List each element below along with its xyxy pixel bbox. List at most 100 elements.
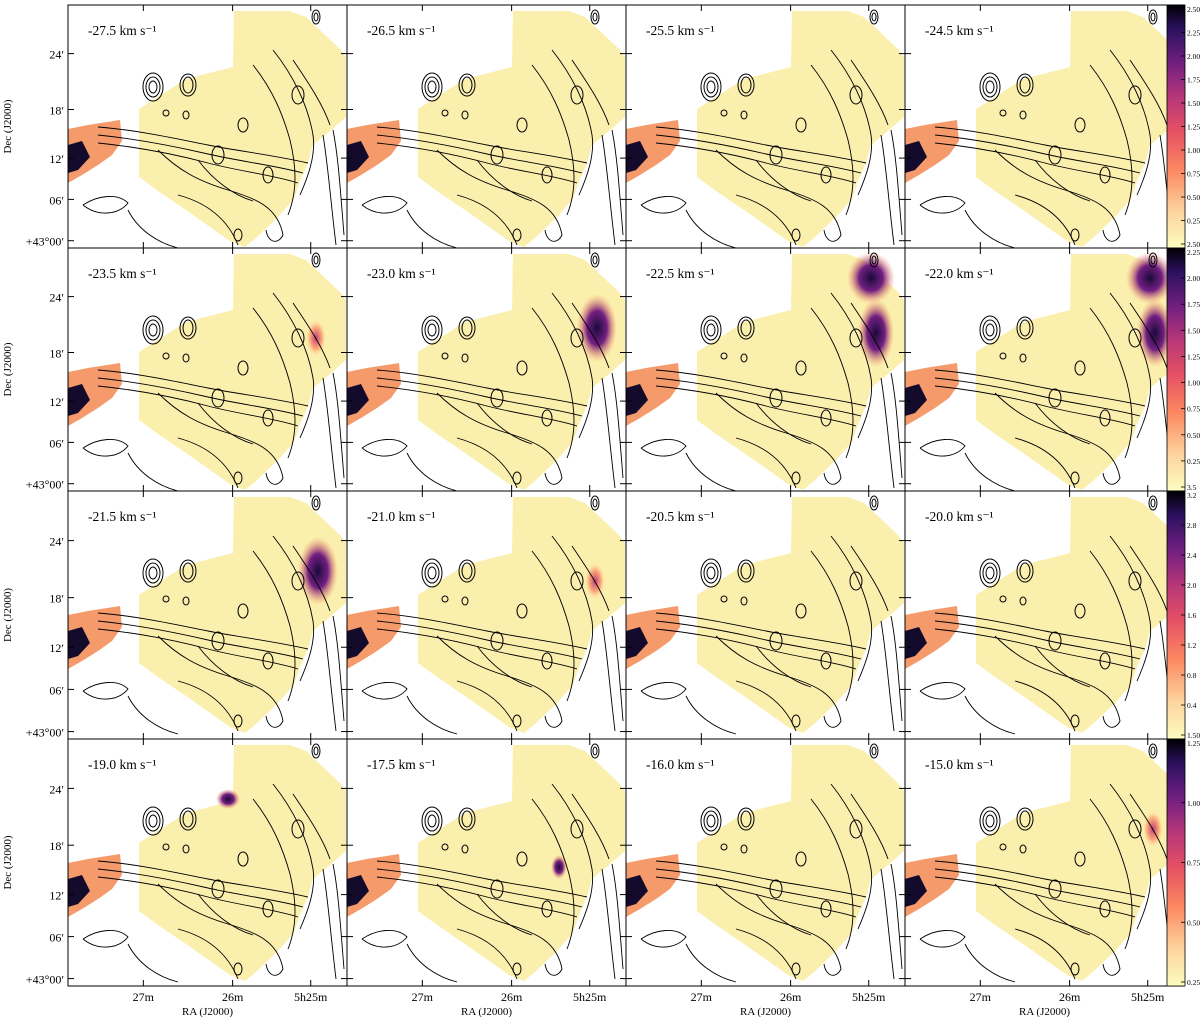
y-tick-label: 06′ [49,931,64,945]
contour-ring [795,360,807,376]
contour-ring [458,316,476,340]
contour-line [934,620,1141,660]
velocity-label: -25.5 km s⁻¹ [646,23,715,38]
y-tick-label: +43°00′ [26,726,65,740]
contour-line [332,372,345,479]
channel-panel: -17.5 km s⁻¹ [346,738,627,987]
contour-line [476,645,533,688]
contour-ring [769,388,783,408]
contour-ring [849,328,863,348]
contour-line [715,635,842,728]
contour-ring [703,319,719,341]
contour-ring [740,844,748,854]
contour-line [934,142,1136,184]
contour-line [157,635,284,728]
contour-line [934,377,1141,417]
emission-peak [551,855,567,879]
contour-line [934,628,1136,670]
contour-ring [871,498,877,508]
contour-line [755,645,812,688]
contour-ring [458,73,476,97]
colorbar-tick-label: 2.25 [1187,29,1200,38]
y-tick-label: 18′ [49,839,64,853]
contour-ring [570,819,584,839]
contour-line [476,402,533,445]
contour-ring [740,76,752,94]
contour-ring [461,596,469,606]
edge-dark-clump [68,627,90,659]
contour-line [685,943,737,983]
contour-ring [740,810,752,828]
colorbar-tick-label: 0.25 [1187,457,1200,466]
contour-ring [541,409,553,427]
contour-line [755,893,812,936]
velocity-label: -19.0 km s⁻¹ [88,757,157,772]
contour-ring [795,603,807,619]
contour-line [964,943,1016,983]
contour-ring [424,810,440,832]
velocity-label: -21.5 km s⁻¹ [88,509,157,524]
emission-peak [847,252,895,304]
contour-ring [590,9,600,25]
contour-line [551,49,594,196]
contour-ring [720,352,728,360]
emission-strip [418,11,625,247]
contour-line [252,798,296,950]
contour-ring [490,631,504,651]
contour-ring [516,603,528,619]
contour-ring [461,562,473,580]
contour-ring [871,746,877,756]
contour-ring [1128,328,1142,348]
contour-ring [982,810,998,832]
contour-ring [1048,631,1062,651]
y-axis-label: Dec (J2000) [2,342,14,396]
contour-line [376,142,578,184]
contour-line [964,695,1016,735]
contour-ring [979,806,1001,836]
contour-line [601,134,616,246]
contour-line [361,196,408,214]
contour-line [376,134,583,174]
contour-ring [233,962,243,976]
contour-line [406,452,458,491]
emission-peak [1126,252,1174,304]
colorbar-tick-label: 1.75 [1187,76,1200,85]
colorbar-tick-label: 0.4 [1187,701,1197,710]
contour-ring [427,80,437,94]
contour-line [934,126,1146,164]
contour-line [934,385,1136,427]
contour-ring [869,495,879,511]
channel-panel: -21.5 km s⁻¹ [67,490,348,740]
contour-line [810,307,854,459]
contour-line [551,292,594,439]
contour-ring [570,328,584,348]
contour-line [406,695,458,735]
velocity-label: -16.0 km s⁻¹ [646,757,715,772]
contour-ring [182,319,194,337]
contour-ring [979,72,1001,102]
contour-line [571,59,610,126]
contour-ring [849,85,863,105]
contour-ring [869,252,879,268]
contour-line [655,612,867,650]
contour-ring [148,323,158,337]
contour-line [919,196,966,214]
contour-ring [262,166,274,184]
contour-line [611,372,624,479]
x-tick-label: 5h25m [1131,990,1165,1004]
contour-line [1129,793,1168,860]
emission-strip [697,497,904,733]
contour-ring [592,746,598,756]
contour-line [1034,402,1091,445]
velocity-label: -26.5 km s⁻¹ [367,23,436,38]
contour-line [376,126,588,164]
contour-ring [424,76,440,98]
colorbar-tick-label: 0.25 [1187,978,1200,987]
contour-ring [145,810,161,832]
contour-line [571,302,610,369]
colorbar-tick-label: 1.25 [1187,123,1200,132]
contour-ring [720,843,728,851]
contour-ring [291,819,305,839]
colorbar-tick-label: 3.5 [1187,483,1197,492]
contour-line [127,695,179,735]
